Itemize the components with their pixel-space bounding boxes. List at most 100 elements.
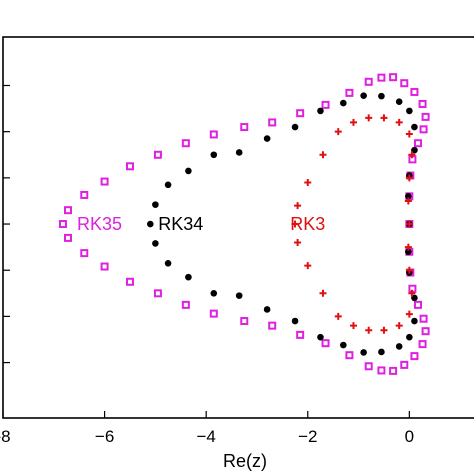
data-point <box>334 312 342 320</box>
data-point <box>380 114 388 122</box>
data-point <box>405 193 412 200</box>
data-point <box>210 290 218 297</box>
data-point <box>345 351 354 360</box>
data-point <box>291 220 299 228</box>
series-label-rk3: RK3 <box>290 214 325 234</box>
data-point <box>58 220 67 229</box>
data-point <box>291 317 299 325</box>
data-point <box>152 240 159 247</box>
data-point <box>378 348 385 356</box>
data-point <box>294 202 302 210</box>
data-point <box>405 248 412 256</box>
data-point <box>389 366 398 375</box>
data-point <box>406 107 413 115</box>
x-axis-label: Re(z) <box>223 451 267 471</box>
data-point <box>377 366 386 375</box>
data-point <box>413 300 422 309</box>
data-point <box>365 326 373 334</box>
data-point <box>209 309 218 318</box>
data-point <box>349 322 357 330</box>
data-point <box>304 178 312 186</box>
data-point <box>419 314 428 323</box>
data-point <box>340 341 347 349</box>
data-point <box>406 333 413 341</box>
data-point <box>345 88 354 97</box>
data-point <box>410 87 419 96</box>
data-point <box>413 139 422 148</box>
data-point <box>405 266 413 274</box>
data-point <box>125 162 134 171</box>
data-point <box>377 73 386 82</box>
data-point <box>319 151 327 159</box>
data-point <box>317 333 324 341</box>
data-point <box>364 362 373 371</box>
data-point <box>164 259 172 267</box>
data-point <box>100 262 109 271</box>
data-point <box>360 349 367 356</box>
axis-ticks: -8 −6 −4 −2 0 <box>0 84 414 446</box>
data-point <box>378 92 385 100</box>
data-point <box>185 273 192 281</box>
data-point <box>294 239 302 247</box>
data-point <box>319 289 327 297</box>
data-point <box>152 201 159 208</box>
data-point <box>209 130 218 139</box>
data-point <box>153 150 162 159</box>
series-labels: RK35 RK34 RK3 <box>77 214 325 234</box>
data-point <box>405 220 413 228</box>
data-point <box>64 233 73 242</box>
data-point <box>408 151 416 159</box>
data-point <box>181 139 190 148</box>
data-point <box>395 98 403 105</box>
data-point <box>125 277 134 286</box>
data-point <box>263 135 271 142</box>
data-point <box>411 317 418 325</box>
data-point <box>317 107 324 115</box>
data-point <box>380 326 388 334</box>
data-point <box>235 149 243 156</box>
series-label-rk34: RK34 <box>158 214 203 234</box>
data-point <box>268 321 277 330</box>
data-point <box>334 128 342 136</box>
series-marks <box>58 73 430 375</box>
x-tick-label: −2 <box>298 427 317 446</box>
data-point <box>395 343 403 350</box>
data-point <box>321 339 330 348</box>
data-point <box>395 322 403 330</box>
data-point <box>408 289 416 297</box>
data-point <box>64 206 73 215</box>
data-point <box>164 181 172 189</box>
x-tick-label: −4 <box>196 427 215 446</box>
data-point <box>181 300 190 309</box>
series-label-rk35: RK35 <box>77 214 122 234</box>
data-point <box>365 114 373 122</box>
data-point <box>404 243 412 251</box>
series-rk35 <box>58 73 430 375</box>
data-point <box>411 123 418 131</box>
data-point <box>240 123 249 132</box>
data-point <box>80 249 89 258</box>
data-point <box>421 112 430 121</box>
data-point <box>291 123 299 131</box>
data-point <box>405 130 413 138</box>
data-point <box>147 220 154 228</box>
data-point <box>389 73 398 82</box>
data-point <box>321 100 330 109</box>
data-point <box>340 99 347 107</box>
data-point <box>210 151 218 159</box>
x-tick-label: -8 <box>0 427 11 446</box>
data-point <box>235 292 243 299</box>
data-point <box>419 125 428 134</box>
data-point <box>360 92 367 99</box>
data-point <box>240 317 249 326</box>
data-point <box>418 340 427 349</box>
data-point <box>418 99 427 108</box>
data-point <box>268 118 277 127</box>
data-point <box>410 352 419 361</box>
data-point <box>263 306 271 313</box>
series-rk3 <box>291 114 416 334</box>
data-point <box>296 109 305 118</box>
data-point <box>421 327 430 336</box>
data-point <box>400 360 409 369</box>
data-point <box>404 197 412 205</box>
